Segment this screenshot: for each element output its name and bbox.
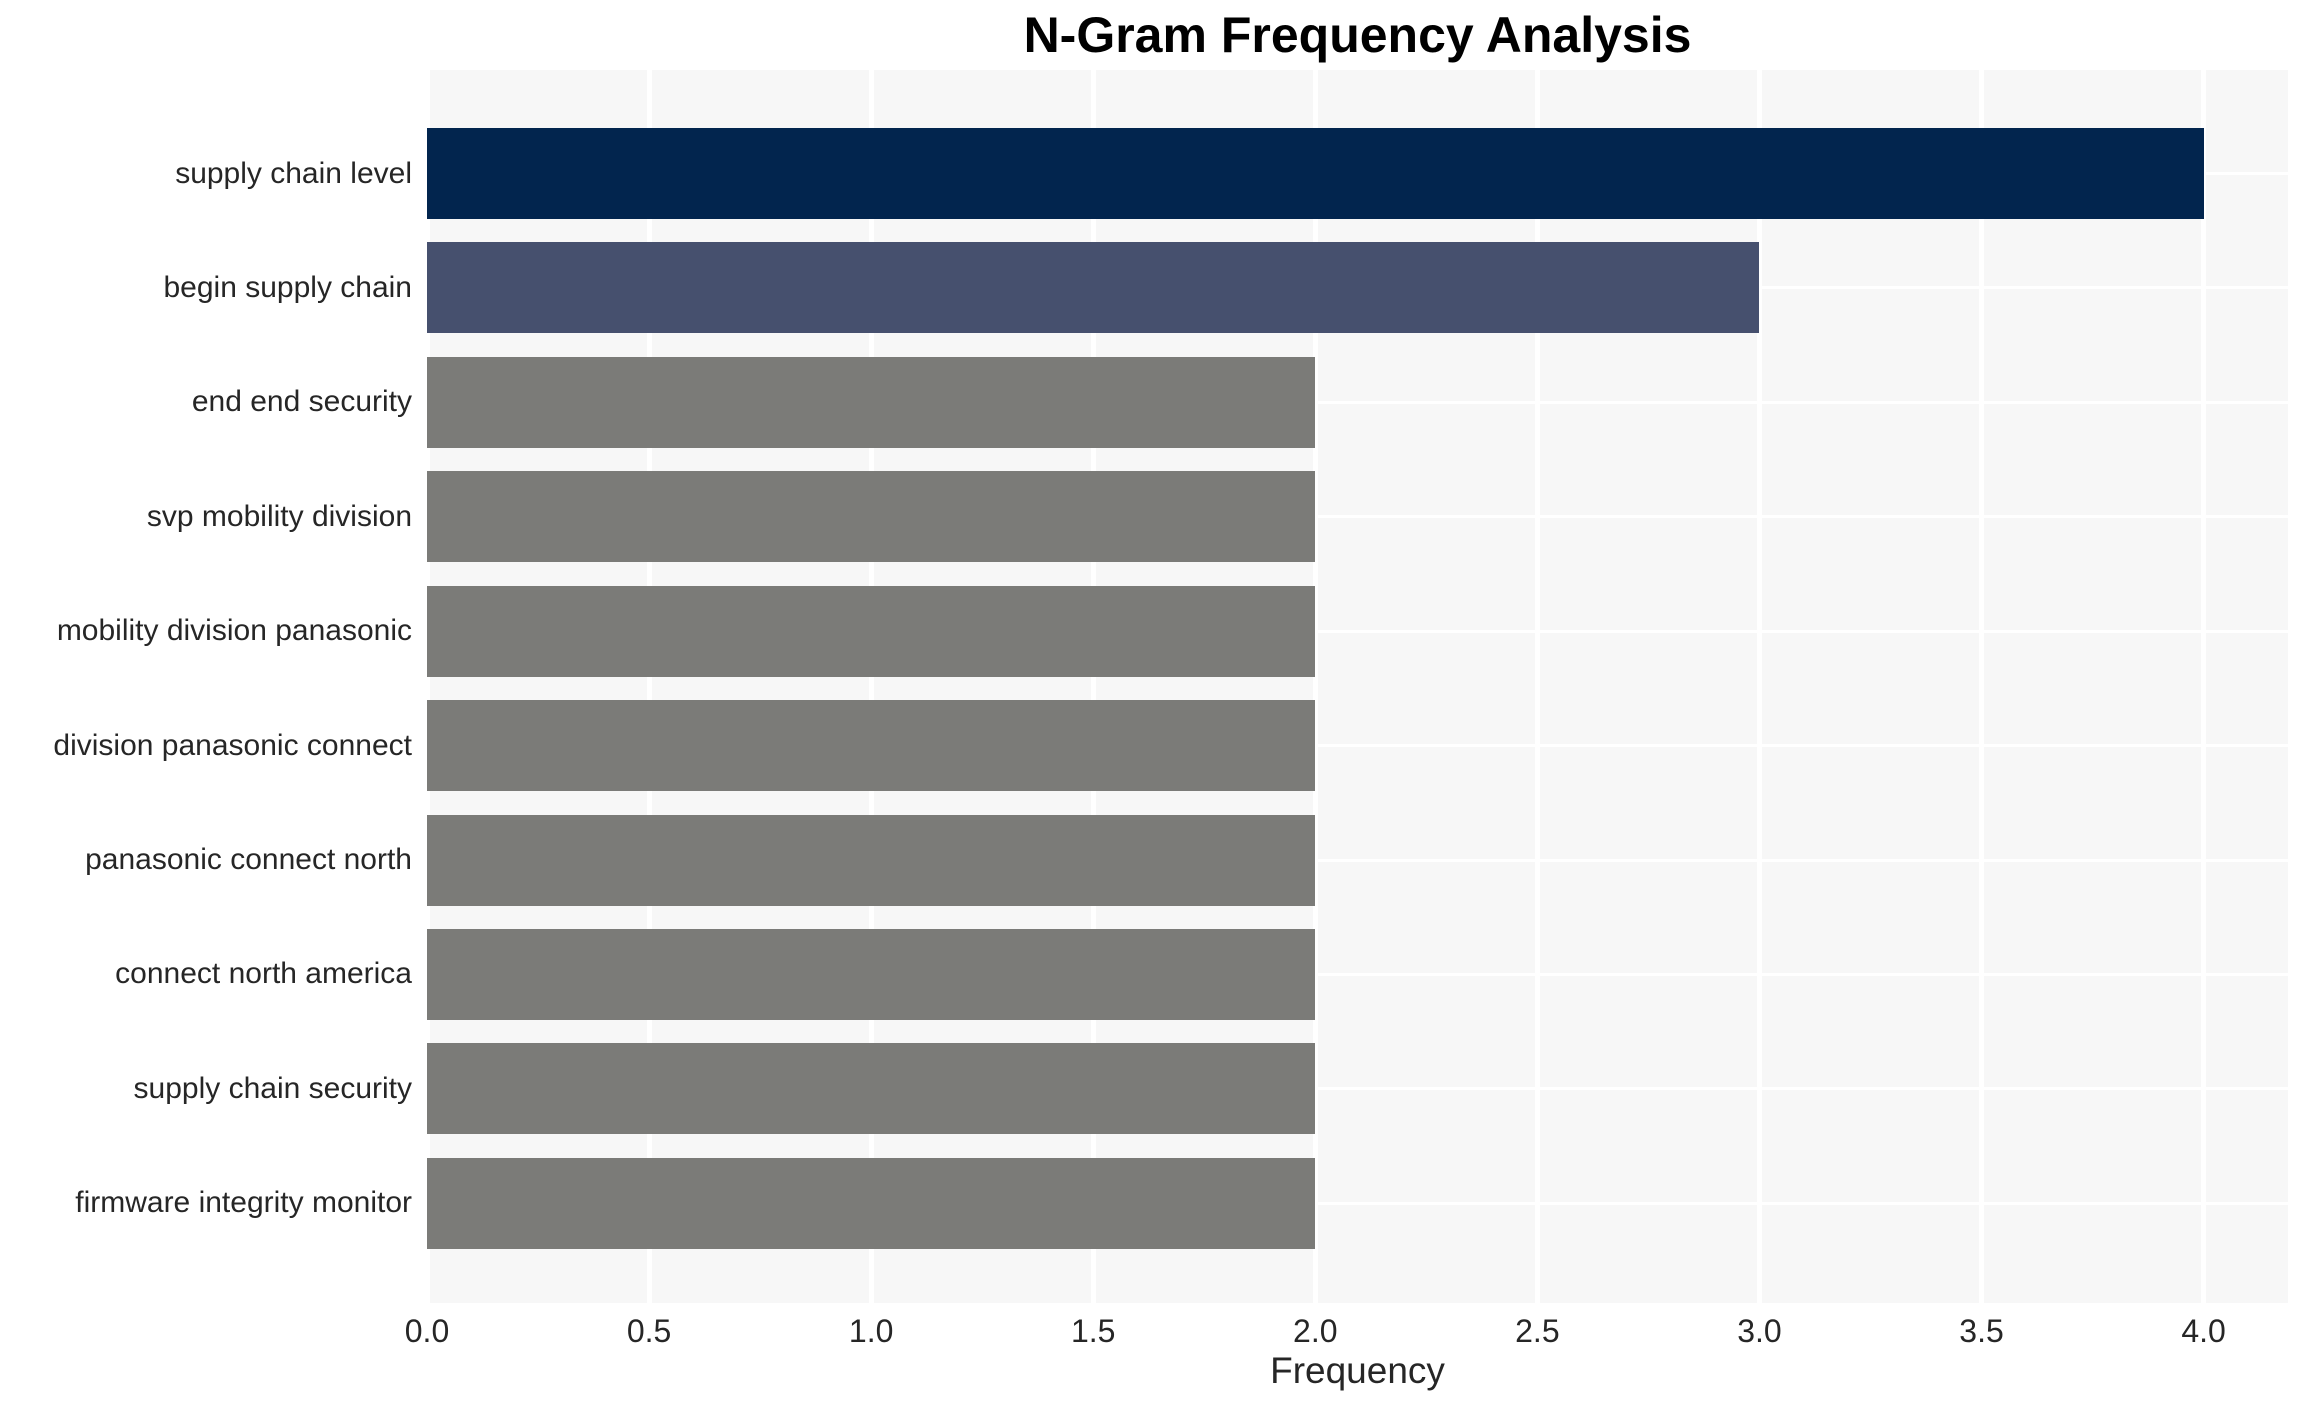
y-tick-label: panasonic connect north (85, 843, 412, 877)
bar (427, 1043, 1316, 1135)
gridline-horizontal (427, 744, 2288, 748)
y-tick-label: svp mobility division (146, 499, 412, 533)
bar (427, 356, 1316, 448)
y-tick-label: begin supply chain (163, 270, 412, 304)
gridline-vertical (1979, 70, 1985, 1303)
chart-title: N-Gram Frequency Analysis (1023, 7, 1692, 63)
bar (427, 928, 1316, 1020)
x-tick-label: 0.0 (404, 1313, 450, 1349)
bar (427, 814, 1316, 906)
gridline-vertical (1090, 70, 1096, 1303)
y-tick-label: supply chain level (175, 156, 412, 190)
gridline-horizontal (427, 629, 2288, 633)
bar (427, 1157, 1316, 1249)
bar (427, 128, 2204, 219)
x-tick-label: 0.5 (626, 1313, 672, 1349)
gridline-horizontal (427, 972, 2288, 976)
x-tick-label: 2.5 (1515, 1313, 1560, 1349)
gridline-horizontal (427, 1087, 2288, 1091)
y-tick-label: mobility division panasonic (56, 614, 412, 648)
gridline-vertical (1534, 70, 1540, 1303)
bar (427, 471, 1316, 563)
bar (427, 242, 1760, 334)
x-tick-label: 3.0 (1737, 1313, 1782, 1349)
x-axis-title: Frequency (1270, 1350, 1445, 1391)
gridline-vertical (2201, 70, 2207, 1303)
y-tick-label: division panasonic connect (53, 728, 412, 762)
gridline-vertical (646, 70, 652, 1303)
gridline-horizontal (427, 515, 2288, 519)
gridline-vertical (1312, 70, 1318, 1303)
x-tick-label: 1.0 (848, 1313, 894, 1349)
x-tick-label: 1.5 (1070, 1313, 1116, 1349)
bar (427, 700, 1316, 792)
y-tick-label: firmware integrity monitor (75, 1186, 412, 1220)
gridline-horizontal (427, 400, 2288, 404)
gridline-vertical (868, 70, 874, 1303)
x-tick-label: 3.5 (1959, 1313, 2004, 1349)
gridline-horizontal (427, 1201, 2288, 1205)
gridline-vertical (1756, 70, 1762, 1303)
y-tick-label: connect north america (115, 957, 412, 991)
y-tick-label: end end security (191, 385, 412, 419)
x-tick-label: 2.0 (1293, 1313, 1338, 1349)
gridline-horizontal (427, 858, 2288, 862)
x-tick-label: 4.0 (2181, 1313, 2226, 1349)
plot-area (424, 70, 2288, 1303)
y-tick-label: supply chain security (133, 1071, 412, 1105)
gridline-vertical (424, 70, 430, 1303)
bar (427, 585, 1316, 677)
